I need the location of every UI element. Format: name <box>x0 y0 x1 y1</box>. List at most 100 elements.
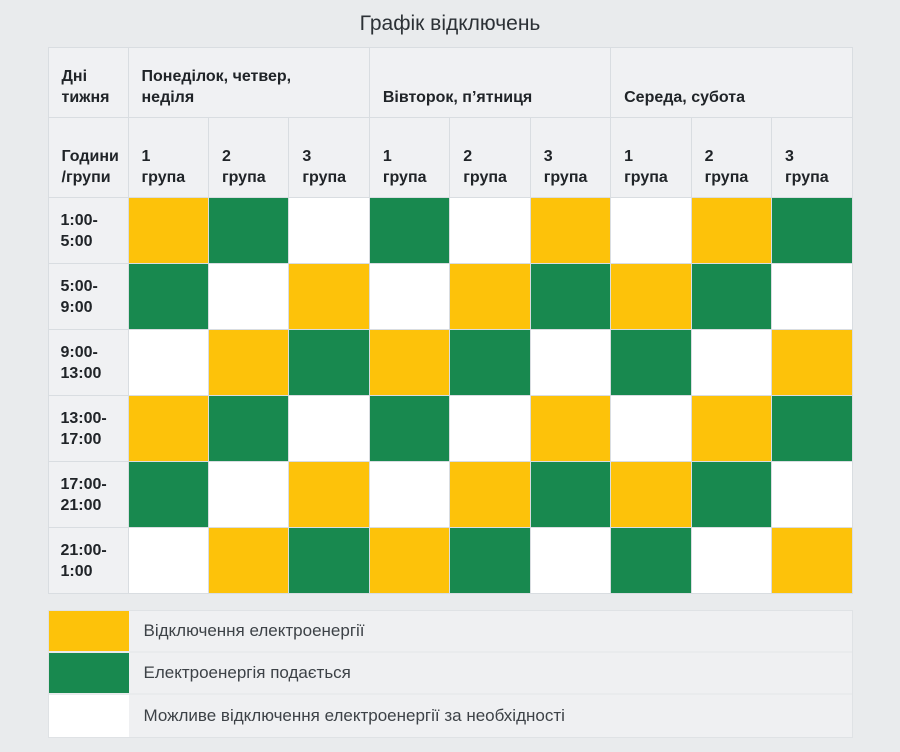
schedule-cell-maybe <box>127 527 209 594</box>
group-column-header: 2 група <box>207 117 290 198</box>
schedule-cell-maybe <box>771 263 853 330</box>
day-group-label: Понеділок, четвер, неділя <box>141 68 292 106</box>
legend-label: Електроенергія подається <box>128 653 852 695</box>
schedule-row: 13:00-17:00 <box>47 395 853 462</box>
page: Графік відключень Дні тижня Понеділок, че… <box>0 11 900 752</box>
schedule-cell-on <box>610 329 692 396</box>
group-column-header: 2 група <box>449 117 531 198</box>
schedule-cell-on <box>690 263 773 330</box>
schedule-cell-on <box>771 197 853 264</box>
legend-swatch-maybe <box>48 695 129 737</box>
schedule-cell-maybe <box>690 527 773 594</box>
schedule-cell-maybe <box>529 527 612 594</box>
hours-groups-header: Години/групи <box>47 117 129 198</box>
legend-label: Відключення електроенергії <box>128 611 852 653</box>
schedule-cell-on <box>771 395 853 462</box>
day-group-header: Понеділок, четвер, неділя <box>127 47 370 118</box>
group-column-header: 1 група <box>368 117 451 198</box>
group-column-header: 3 група <box>529 117 612 198</box>
time-range-label: 1:00-5:00 <box>47 197 129 264</box>
schedule-cell-maybe <box>449 395 531 462</box>
group-column-header: 1 група <box>127 117 209 198</box>
schedule-cell-off <box>368 329 451 396</box>
group-column-header: 3 група <box>771 117 853 198</box>
schedule-cell-off <box>288 461 370 528</box>
schedule-cell-off <box>127 395 209 462</box>
legend-row: Відключення електроенергії <box>48 611 852 653</box>
schedule-cell-off <box>529 197 612 264</box>
time-range-label: 9:00-13:00 <box>47 329 129 396</box>
schedule-cell-off <box>207 527 290 594</box>
schedule-cell-maybe <box>610 197 692 264</box>
schedule-row: 5:00-9:00 <box>47 263 853 330</box>
schedule-cell-on <box>368 395 451 462</box>
schedule-row: 21:00-1:00 <box>47 527 853 594</box>
schedule-row: 17:00-21:00 <box>47 461 853 528</box>
schedule-cell-off <box>288 263 370 330</box>
schedule-cell-maybe <box>207 461 290 528</box>
schedule-cell-on <box>529 263 612 330</box>
schedule-cell-maybe <box>288 197 370 264</box>
schedule-cell-off <box>690 197 773 264</box>
schedule-cell-on <box>127 263 209 330</box>
group-header-row: Години/групи 1 група 2 група 3 група 1 група… <box>47 117 853 198</box>
schedule-cell-on <box>368 197 451 264</box>
schedule-cell-on <box>127 461 209 528</box>
time-range-label: 13:00-17:00 <box>47 395 129 462</box>
legend-table: Відключення електроенергії Електроенергія… <box>47 610 853 738</box>
time-range-label: 5:00-9:00 <box>47 263 129 330</box>
day-group-header: Середа, субота <box>610 47 853 118</box>
schedule-cell-maybe <box>610 395 692 462</box>
schedule-cell-off <box>368 527 451 594</box>
schedule-cell-on <box>449 329 531 396</box>
schedule-cell-maybe <box>288 395 370 462</box>
schedule-table: Дні тижня Понеділок, четвер, неділя Вівтор… <box>47 47 853 594</box>
schedule-cell-maybe <box>127 329 209 396</box>
schedule-cell-off <box>529 395 612 462</box>
schedule-cell-off <box>771 329 853 396</box>
legend-body: Відключення електроенергії Електроенергія… <box>48 611 852 737</box>
day-group-label: Середа, субота <box>624 89 745 106</box>
schedule-cell-on <box>529 461 612 528</box>
schedule-body: 1:00-5:00 5:00-9:00 9:00-13:00 13:00-17:00 1… <box>47 197 853 594</box>
day-group-header: Вівторок, п’ятниця <box>368 47 612 118</box>
schedule-cell-off <box>610 461 692 528</box>
schedule-cell-off <box>771 527 853 594</box>
schedule-cell-off <box>449 263 531 330</box>
schedule-cell-maybe <box>771 461 853 528</box>
group-column-header: 1 група <box>610 117 692 198</box>
schedule-cell-on <box>288 329 370 396</box>
content: Дні тижня Понеділок, четвер, неділя Вівтор… <box>47 47 853 738</box>
schedule-header: Дні тижня Понеділок, четвер, неділя Вівтор… <box>47 47 853 198</box>
group-column-header: 2 група <box>690 117 773 198</box>
schedule-cell-maybe <box>449 197 531 264</box>
schedule-cell-on <box>610 527 692 594</box>
schedule-cell-off <box>127 197 209 264</box>
schedule-cell-off <box>610 263 692 330</box>
legend-row: Можливе відключення електроенергії за не… <box>48 695 852 737</box>
legend-row: Електроенергія подається <box>48 653 852 695</box>
schedule-cell-maybe <box>529 329 612 396</box>
days-of-week-header: Дні тижня <box>47 47 129 118</box>
legend-swatch-off <box>48 611 129 653</box>
schedule-cell-maybe <box>207 263 290 330</box>
schedule-cell-on <box>288 527 370 594</box>
time-range-label: 21:00-1:00 <box>47 527 129 594</box>
schedule-cell-off <box>449 461 531 528</box>
schedule-cell-maybe <box>368 461 451 528</box>
legend-swatch-on <box>48 653 129 695</box>
schedule-cell-on <box>449 527 531 594</box>
schedule-cell-off <box>207 329 290 396</box>
schedule-cell-off <box>690 395 773 462</box>
time-range-label: 17:00-21:00 <box>47 461 129 528</box>
schedule-cell-on <box>207 395 290 462</box>
schedule-row: 1:00-5:00 <box>47 197 853 264</box>
schedule-cell-on <box>207 197 290 264</box>
schedule-cell-maybe <box>690 329 773 396</box>
legend-label: Можливе відключення електроенергії за не… <box>128 695 852 737</box>
schedule-row: 9:00-13:00 <box>47 329 853 396</box>
page-title: Графік відключень <box>359 12 541 35</box>
schedule-cell-on <box>690 461 773 528</box>
group-column-header: 3 група <box>288 117 370 198</box>
day-header-row: Дні тижня Понеділок, четвер, неділя Вівтор… <box>47 47 853 118</box>
